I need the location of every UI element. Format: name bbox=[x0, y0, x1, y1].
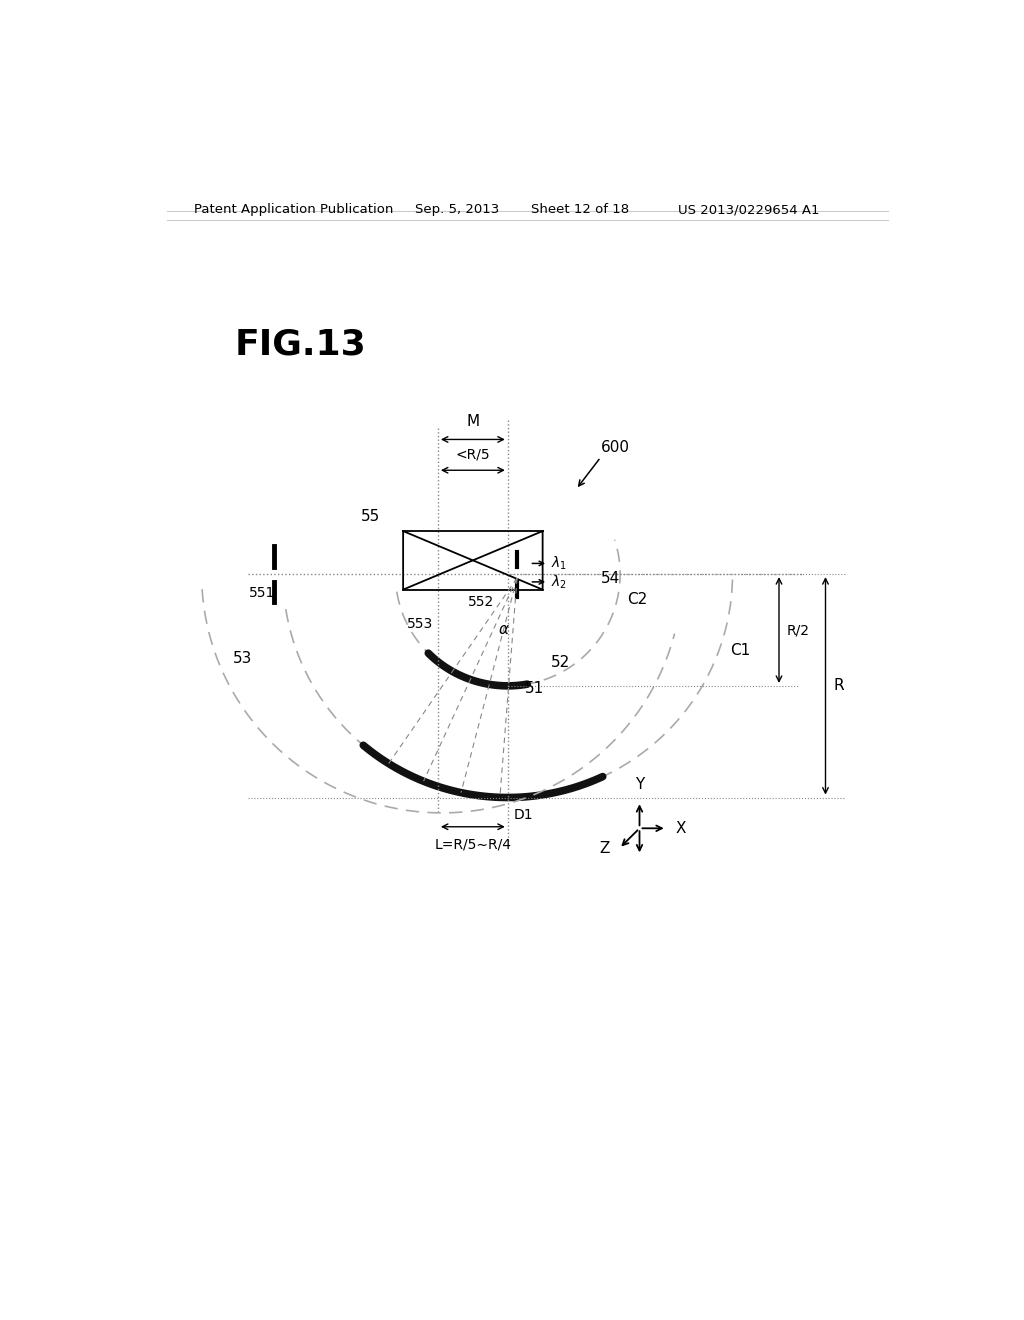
Text: $\alpha$: $\alpha$ bbox=[499, 622, 510, 638]
Text: 553: 553 bbox=[407, 618, 433, 631]
Text: 53: 53 bbox=[233, 651, 252, 667]
Text: Patent Application Publication: Patent Application Publication bbox=[194, 203, 393, 216]
Text: Sheet 12 of 18: Sheet 12 of 18 bbox=[531, 203, 629, 216]
Text: R/2: R/2 bbox=[786, 623, 810, 638]
Text: <R/5: <R/5 bbox=[456, 447, 490, 461]
Text: R: R bbox=[834, 678, 844, 693]
Text: C2: C2 bbox=[627, 591, 647, 607]
Text: L=R/5∼R/4: L=R/5∼R/4 bbox=[434, 838, 511, 851]
Text: C1: C1 bbox=[730, 643, 751, 659]
Text: 551: 551 bbox=[249, 586, 275, 601]
Text: Z: Z bbox=[599, 841, 610, 855]
Text: 54: 54 bbox=[601, 570, 620, 586]
Text: $\lambda_2$: $\lambda_2$ bbox=[551, 573, 567, 590]
Text: Y: Y bbox=[635, 777, 644, 792]
Text: 600: 600 bbox=[601, 440, 630, 454]
Text: $\lambda_1$: $\lambda_1$ bbox=[551, 554, 567, 572]
Text: 51: 51 bbox=[524, 681, 544, 696]
Text: D1: D1 bbox=[514, 808, 534, 822]
Text: FIG.13: FIG.13 bbox=[234, 327, 367, 362]
Text: 55: 55 bbox=[360, 510, 380, 524]
Text: X: X bbox=[676, 821, 686, 836]
Text: US 2013/0229654 A1: US 2013/0229654 A1 bbox=[678, 203, 820, 216]
Text: 552: 552 bbox=[468, 595, 494, 609]
Text: M: M bbox=[466, 413, 479, 429]
Text: Sep. 5, 2013: Sep. 5, 2013 bbox=[415, 203, 499, 216]
Text: 52: 52 bbox=[550, 655, 569, 671]
